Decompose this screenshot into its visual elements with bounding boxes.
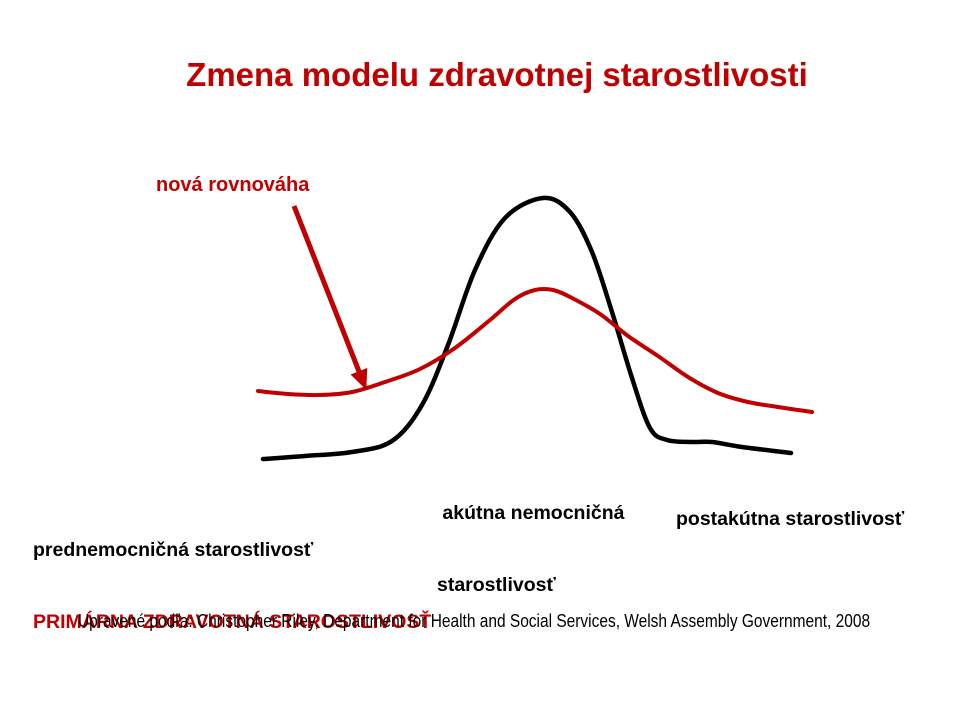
citation: Upravené podľa: Christopher Riley, Depar… <box>78 611 960 632</box>
label-pre-hospital-care: prednemocničná starostlivosť PRIMÁRNA ZD… <box>33 490 431 682</box>
slide-title: Zmena modelu zdravotnej starostlivosti <box>186 56 808 93</box>
black-curve <box>260 195 794 462</box>
citation-text: Upravené podľa: Christopher Riley, Depar… <box>78 611 871 631</box>
annotation-arrow <box>291 205 368 390</box>
label-acute-hospital-care: akútna nemocničná starostlivosť <box>437 453 624 645</box>
label-acute-hospital-care-line2: starostlivosť <box>437 574 556 596</box>
red-curve <box>256 286 814 414</box>
label-pre-hospital-care-line1: prednemocničná starostlivosť <box>33 539 314 561</box>
label-post-acute-care: postakútna starostlivosť <box>676 508 905 530</box>
label-primary-health-care: PRIMÁRNA ZDRAVOTNÁ STAROSTLIVOSŤ <box>33 611 432 633</box>
new-equilibrium-label: nová rovnováha <box>156 174 310 196</box>
label-acute-hospital-care-line1: akútna nemocničná <box>437 502 625 524</box>
